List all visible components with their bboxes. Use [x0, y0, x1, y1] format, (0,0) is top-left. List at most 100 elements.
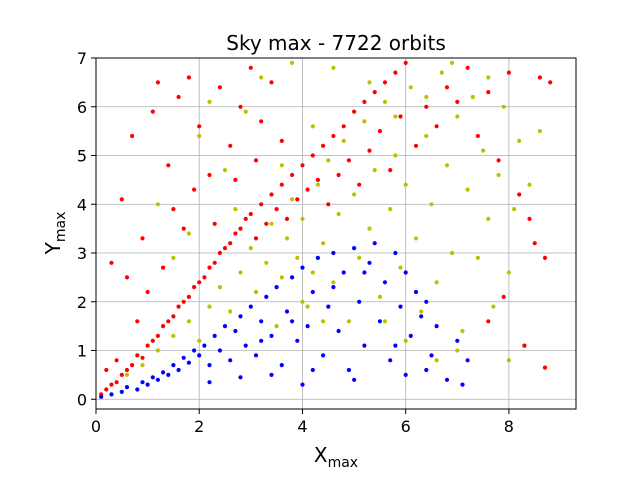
data-point [233, 177, 238, 182]
data-point [486, 90, 491, 95]
data-point [150, 109, 155, 114]
data-point [393, 70, 398, 75]
data-point [202, 275, 207, 280]
data-point [382, 319, 388, 324]
data-point [367, 80, 372, 85]
data-point [135, 319, 140, 324]
data-point [166, 163, 171, 168]
data-point [284, 309, 290, 314]
data-point [398, 265, 403, 270]
x-tick-label: 2 [194, 417, 204, 436]
data-point [403, 372, 408, 377]
data-point [506, 358, 511, 363]
x-tick-label: 6 [401, 417, 411, 436]
y-tick-label: 1 [77, 342, 87, 361]
data-point [321, 319, 326, 324]
data-point [269, 80, 274, 85]
data-point [537, 129, 543, 134]
data-point [279, 275, 284, 280]
data-point [496, 158, 501, 163]
data-point [517, 192, 522, 197]
data-point [310, 124, 315, 129]
data-point [310, 270, 315, 275]
data-point [424, 299, 429, 304]
data-point [212, 260, 217, 265]
data-point [269, 372, 274, 377]
data-point [155, 202, 160, 207]
y-axis-label-sub: max [53, 212, 69, 243]
data-point [434, 124, 439, 129]
data-point [228, 358, 233, 363]
data-point [243, 109, 248, 114]
data-point [295, 255, 300, 260]
data-point [207, 99, 212, 104]
data-point [212, 333, 217, 338]
data-point [284, 216, 290, 221]
data-point [269, 333, 274, 338]
data-point [171, 314, 176, 319]
data-point [217, 285, 222, 290]
data-point [279, 363, 284, 368]
data-point [455, 348, 460, 353]
data-points [99, 60, 553, 399]
data-point [176, 304, 181, 309]
data-point [130, 363, 135, 368]
data-point [238, 104, 243, 109]
data-point [434, 324, 439, 329]
data-point [341, 270, 346, 275]
data-point [326, 158, 331, 163]
data-point [171, 207, 176, 212]
data-point [259, 338, 264, 343]
data-point [542, 365, 548, 370]
data-point [382, 99, 388, 104]
chart-title: Sky max - 7722 orbits [226, 31, 446, 55]
data-point [352, 246, 357, 251]
data-point [222, 324, 228, 329]
data-point [279, 138, 284, 143]
data-point [326, 304, 331, 309]
data-point [372, 90, 377, 95]
series-0 [124, 60, 543, 377]
data-point [382, 280, 388, 285]
data-point [341, 124, 346, 129]
data-point [140, 355, 145, 360]
data-point [315, 182, 320, 187]
series-2 [99, 241, 470, 399]
data-point [197, 133, 202, 139]
data-point [161, 265, 166, 270]
data-point [217, 85, 222, 90]
data-point [238, 226, 243, 231]
data-point [501, 294, 506, 299]
data-point [186, 231, 191, 236]
data-point [186, 75, 191, 80]
y-axis-ticks: 0 1 2 3 4 5 6 7 [77, 49, 96, 409]
data-point [259, 202, 264, 207]
data-point [161, 370, 166, 375]
plot-frame [95, 57, 577, 410]
data-point [171, 255, 176, 260]
data-point [315, 177, 320, 182]
data-point [429, 353, 434, 358]
data-point [506, 270, 511, 275]
data-point [279, 182, 284, 187]
data-point [321, 241, 326, 246]
data-point [527, 216, 532, 221]
y-tick-label: 4 [77, 195, 87, 214]
data-point [352, 192, 357, 197]
data-point [300, 265, 305, 270]
y-tick-label: 7 [77, 49, 87, 68]
data-point [166, 319, 171, 324]
data-point [217, 348, 222, 353]
data-point [228, 143, 233, 148]
grid-lines [95, 57, 576, 409]
data-point [269, 192, 274, 197]
data-point [434, 280, 439, 285]
data-point [253, 353, 259, 358]
data-point [253, 236, 259, 241]
data-point [253, 158, 259, 163]
data-point [290, 197, 295, 202]
data-point [511, 207, 517, 212]
data-point [295, 197, 300, 202]
data-point [119, 197, 124, 202]
data-point [259, 75, 264, 80]
